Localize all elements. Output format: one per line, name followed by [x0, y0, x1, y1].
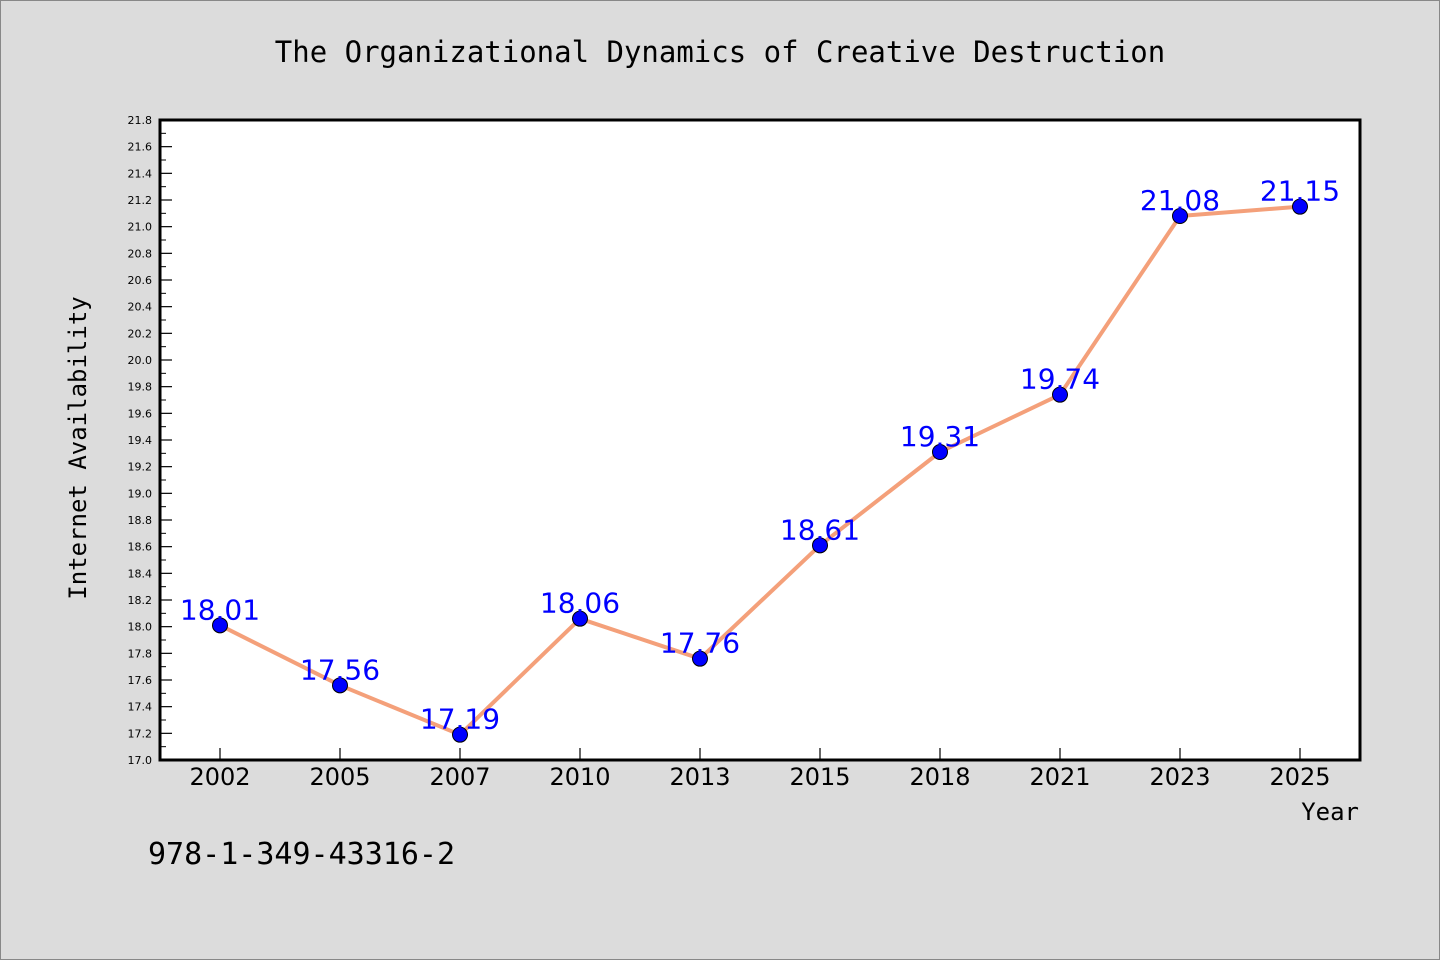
data-labels: 18.01 17.56 17.19 18.06 17.76 18.61 19.31 19.74…	[180, 175, 1340, 736]
data-label: 21.15	[1260, 175, 1340, 208]
y-tick-label: 18.6	[128, 541, 153, 554]
series-line	[218, 204, 1302, 737]
x-tick-label: 2015	[789, 763, 850, 791]
data-label: 18.61	[780, 513, 860, 546]
data-label: 21.08	[1140, 184, 1220, 217]
x-tick-label: 2005	[309, 763, 370, 791]
x-tick-label: 2013	[669, 763, 730, 791]
y-tick-label: 19.0	[128, 487, 153, 500]
data-point	[1052, 386, 1068, 403]
y-tick-label: 17.4	[128, 701, 153, 714]
data-label: 18.06	[540, 587, 620, 620]
data-label: 19.74	[1020, 363, 1100, 396]
data-point	[1292, 198, 1308, 215]
data-point	[812, 537, 828, 554]
y-tick-label: 20.0	[128, 354, 153, 367]
x-tick-label: 2023	[1149, 763, 1210, 791]
data-point	[572, 610, 588, 627]
chart-title: The Organizational Dynamics of Creative …	[275, 35, 1165, 69]
y-tick-label: 17.2	[128, 727, 153, 740]
y-tick-label: 18.4	[128, 567, 153, 580]
y-tick-label: 17.0	[128, 754, 153, 767]
y-tick-label: 19.6	[128, 407, 153, 420]
x-tick-label: 2021	[1029, 763, 1090, 791]
data-point	[452, 726, 468, 743]
plot-frame	[158, 118, 1362, 762]
data-point	[932, 444, 948, 460]
y-tick-label: 18.8	[128, 514, 153, 527]
data-label: 18.01	[180, 593, 260, 626]
y-tick-label: 20.8	[128, 247, 153, 260]
y-tick-label: 21.8	[128, 114, 153, 127]
y-tick-label: 20.4	[128, 301, 153, 314]
y-tick-label: 18.0	[128, 621, 153, 634]
x-tick-label: 2010	[549, 763, 610, 791]
y-axis-label: Internet Availability	[64, 296, 92, 599]
data-point	[332, 677, 348, 694]
data-point	[692, 650, 708, 667]
y-axis: 17.0 17.2 17.4 17.6 17.8 18.0 18.2 18.4 18.6 18.8…	[128, 114, 172, 767]
isbn-text: 978-1-349-43316-2	[148, 837, 455, 872]
y-tick-label: 19.2	[128, 461, 153, 474]
y-tick-label: 19.8	[128, 381, 153, 394]
x-tick-label: 2018	[909, 763, 970, 791]
data-series	[212, 198, 1308, 743]
data-label: 17.56	[300, 653, 380, 686]
x-axis: 2002 2005 2007 2010 2013 2015 2018 2021 2023 2025	[189, 748, 1331, 791]
data-point	[1172, 208, 1188, 224]
y-tick-label: 20.6	[128, 274, 153, 287]
y-tick-label: 21.0	[128, 221, 153, 234]
x-tick-label: 2025	[1269, 763, 1330, 791]
x-tick-label: 2002	[189, 763, 250, 791]
y-tick-label: 18.2	[128, 594, 153, 607]
data-label: 19.31	[900, 420, 980, 453]
y-tick-label: 19.4	[128, 434, 153, 447]
y-tick-label: 21.6	[128, 141, 153, 154]
y-tick-label: 17.6	[128, 674, 153, 687]
data-label: 17.19	[420, 703, 500, 736]
y-tick-label: 21.2	[128, 194, 153, 207]
plot-area	[160, 120, 1360, 760]
y-tick-label: 17.8	[128, 647, 153, 660]
x-tick-label: 2007	[429, 763, 490, 791]
y-tick-label: 21.4	[128, 167, 153, 180]
data-point	[212, 617, 228, 634]
data-label: 17.76	[660, 627, 740, 660]
x-axis-label: Year	[1301, 798, 1359, 826]
y-tick-label: 20.2	[128, 327, 153, 340]
